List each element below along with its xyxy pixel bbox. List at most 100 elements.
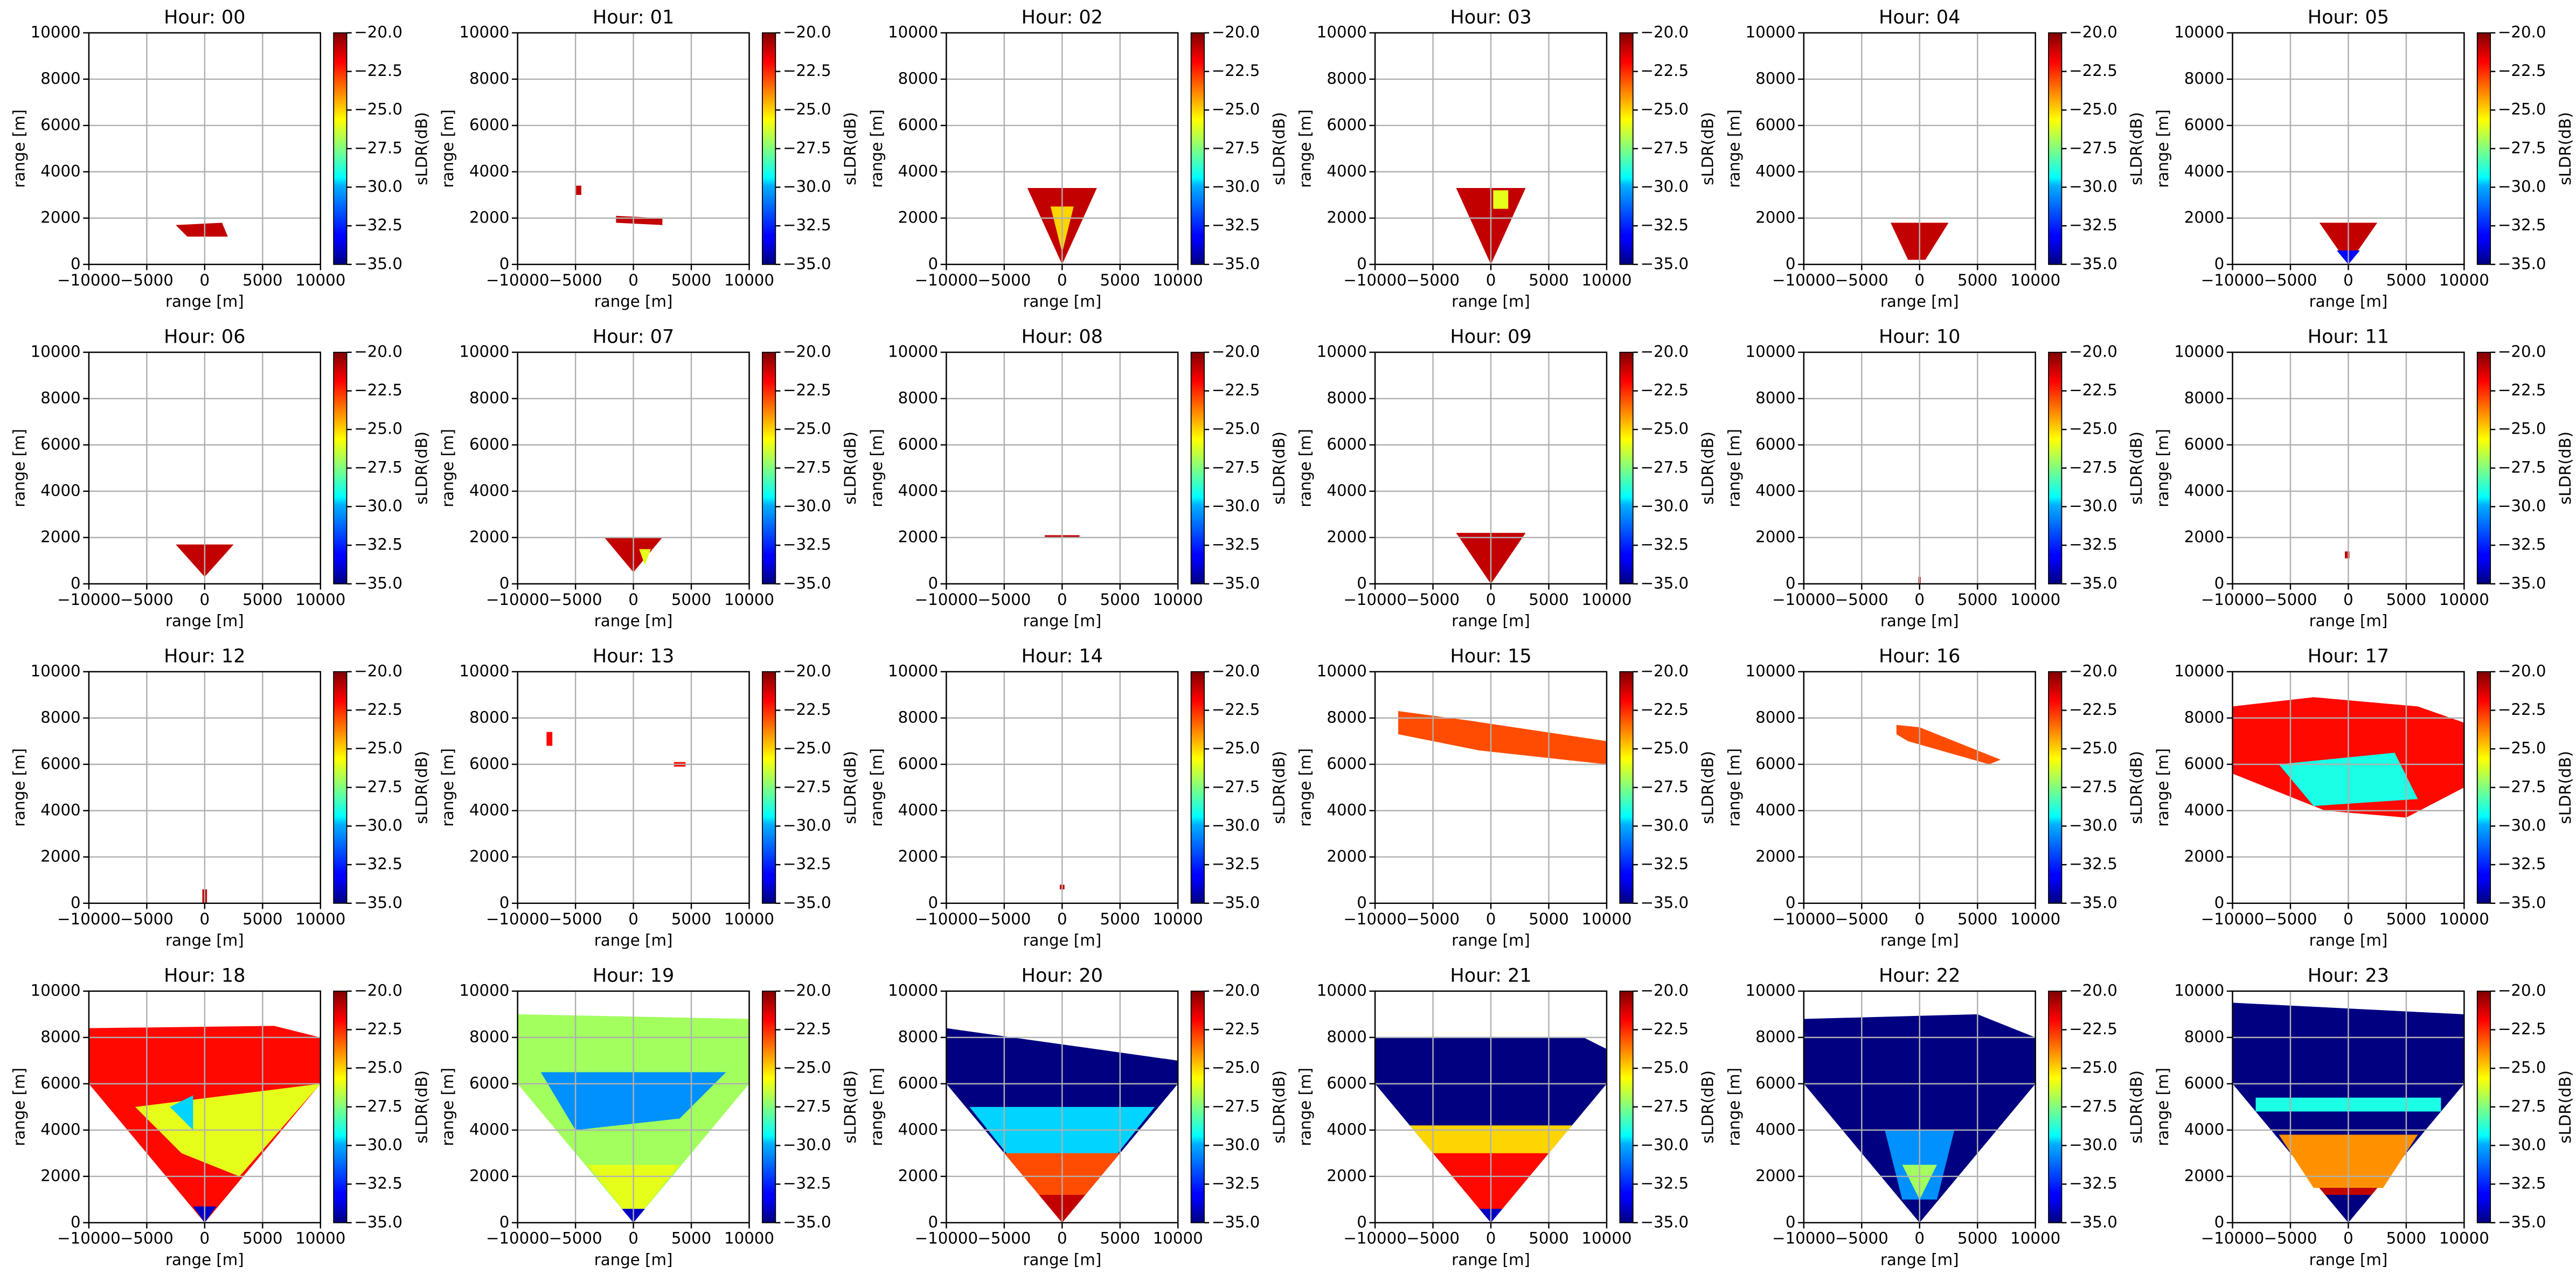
colorbar-tick-label: −25.0: [1640, 420, 1689, 438]
x-tick-label: −10000: [57, 1229, 121, 1248]
y-tick-label: 10000: [2174, 981, 2224, 999]
y-tick-label: 8000: [2184, 708, 2224, 726]
y-tick-label: 8000: [40, 388, 80, 407]
subplot: −10000 −5000 0 5000 10000 0 2000 4000 6000 8000 10…: [439, 645, 859, 949]
y-axis-label: range [m]: [439, 429, 457, 507]
subplot: −10000 −5000 0 5000 10000 0 2000 4000 6000 8000 10…: [1725, 645, 2145, 949]
x-tick-label: 5000: [1957, 271, 1997, 289]
x-tick-label: 10000: [295, 590, 345, 609]
y-axis-label: range [m]: [867, 1068, 886, 1146]
colorbar-tick-label: −35.0: [354, 1213, 402, 1231]
colorbar-tick-label: −20.0: [783, 342, 831, 360]
colorbar-tick-label: −27.5: [783, 458, 831, 476]
colorbar-tick-label: −20.0: [354, 662, 402, 680]
colorbar-tick-label: −30.0: [2069, 816, 2117, 834]
y-tick-label: 0: [71, 574, 81, 592]
axes-frame: [946, 990, 1179, 1223]
y-tick-label: 2000: [1755, 208, 1795, 226]
subplot: −10000 −5000 0 5000 10000 0 2000 4000 6000 8000 10…: [867, 964, 1288, 1269]
y-tick-label: 4000: [2184, 162, 2224, 180]
x-tick-label: 0: [1486, 590, 1496, 609]
x-tick-label: −10000: [1772, 590, 1836, 609]
colorbar-tick-label: −32.5: [2498, 1174, 2546, 1193]
x-tick-label: −10000: [915, 271, 978, 289]
axes-frame: [88, 671, 322, 904]
y-tick-label: 4000: [40, 1120, 80, 1138]
x-tick-label: −10000: [1772, 1229, 1836, 1248]
subplot-title: Hour: 11: [2308, 326, 2389, 348]
y-tick-label: 4000: [469, 481, 509, 499]
colorbar-tick-label: −27.5: [783, 138, 831, 157]
subplot-title: Hour: 20: [1022, 964, 1103, 986]
x-tick-label: 0: [200, 271, 210, 289]
x-axis-label: range [m]: [1452, 611, 1530, 630]
y-axis-label: range [m]: [439, 1068, 457, 1146]
colorbar-tick-label: −22.5: [1212, 381, 1260, 399]
colorbar: [2476, 352, 2491, 584]
colorbar-tick-label: −20.0: [1212, 342, 1260, 360]
colorbar-tick-label: −27.5: [1212, 458, 1260, 476]
colorbar-tick-label: −27.5: [354, 138, 402, 157]
subplot: −10000 −5000 0 5000 10000 0 2000 4000 6000 8000 10…: [867, 6, 1288, 311]
colorbar-tick-label: −30.0: [354, 816, 402, 834]
data-layer: [176, 222, 228, 237]
y-tick-label: 0: [71, 893, 81, 911]
colorbar-tick-label: −27.5: [1212, 777, 1260, 796]
colorbar: [2476, 990, 2491, 1223]
y-tick-label: 8000: [2184, 69, 2224, 87]
colorbar-tick-label: −32.5: [783, 1174, 831, 1193]
colorbar-tick-label: −20.0: [2498, 23, 2546, 41]
x-tick-label: 5000: [671, 590, 711, 609]
colorbar-tick-label: −32.5: [2069, 855, 2117, 873]
colorbar-tick-label: −32.5: [783, 216, 831, 234]
colorbar-tick-label: −22.5: [2498, 1020, 2546, 1038]
x-tick-label: 10000: [295, 910, 345, 928]
y-tick-label: 8000: [40, 1027, 80, 1046]
colorbar-tick-label: −35.0: [1212, 893, 1260, 911]
axes-frame: [88, 32, 322, 266]
colorbar-tick-label: −27.5: [1640, 138, 1689, 157]
y-tick-label: 8000: [898, 1027, 938, 1046]
y-tick-label: 0: [2214, 1213, 2225, 1231]
x-axis-label: range [m]: [1452, 292, 1530, 310]
colorbar: [1190, 32, 1205, 265]
axes-frame: [946, 351, 1179, 585]
x-axis-label: range [m]: [594, 611, 673, 630]
x-tick-label: 5000: [1100, 590, 1140, 609]
y-tick-label: 10000: [1317, 342, 1367, 360]
y-tick-label: 4000: [1755, 1120, 1795, 1138]
colorbar: [1190, 352, 1205, 584]
y-tick-label: 8000: [1755, 69, 1795, 87]
x-tick-label: 5000: [2386, 910, 2426, 928]
y-tick-label: 8000: [469, 388, 509, 407]
x-tick-label: 10000: [724, 271, 774, 289]
colorbar-tick-label: −20.0: [354, 981, 402, 999]
axes-frame: [2232, 32, 2465, 266]
axes-frame: [2232, 351, 2465, 585]
y-tick-label: 8000: [898, 69, 938, 87]
y-tick-label: 10000: [888, 981, 938, 999]
y-tick-label: 6000: [1755, 115, 1795, 134]
y-tick-label: 6000: [2184, 1074, 2224, 1092]
colorbar-tick-label: −32.5: [2069, 535, 2117, 554]
colorbar-label: sLDR(dB): [2556, 1070, 2574, 1144]
colorbar-tick-label: −25.0: [2498, 100, 2546, 119]
colorbar-tick-label: −27.5: [1640, 458, 1689, 476]
x-tick-label: 10000: [724, 1229, 774, 1248]
colorbar-tick-label: −35.0: [354, 254, 402, 273]
colorbar-tick-label: −22.5: [354, 61, 402, 80]
colorbar-tick-label: −22.5: [2498, 700, 2546, 719]
colorbar: [761, 671, 776, 904]
x-tick-label: 5000: [1957, 1229, 1997, 1248]
colorbar-tick-label: −20.0: [2498, 981, 2546, 999]
colorbar-tick-label: −32.5: [1212, 216, 1260, 234]
colorbar-tick-label: −25.0: [1212, 1059, 1260, 1077]
x-tick-label: 10000: [2010, 1229, 2060, 1248]
colorbar-tick-label: −22.5: [1212, 61, 1260, 80]
subplot: −10000 −5000 0 5000 10000 0 2000 4000 6000 8000 10…: [439, 6, 859, 311]
y-tick-label: 8000: [1327, 708, 1366, 726]
x-tick-label: 10000: [1153, 1229, 1203, 1248]
y-tick-label: 4000: [1755, 162, 1795, 180]
y-tick-label: 8000: [469, 1027, 509, 1046]
